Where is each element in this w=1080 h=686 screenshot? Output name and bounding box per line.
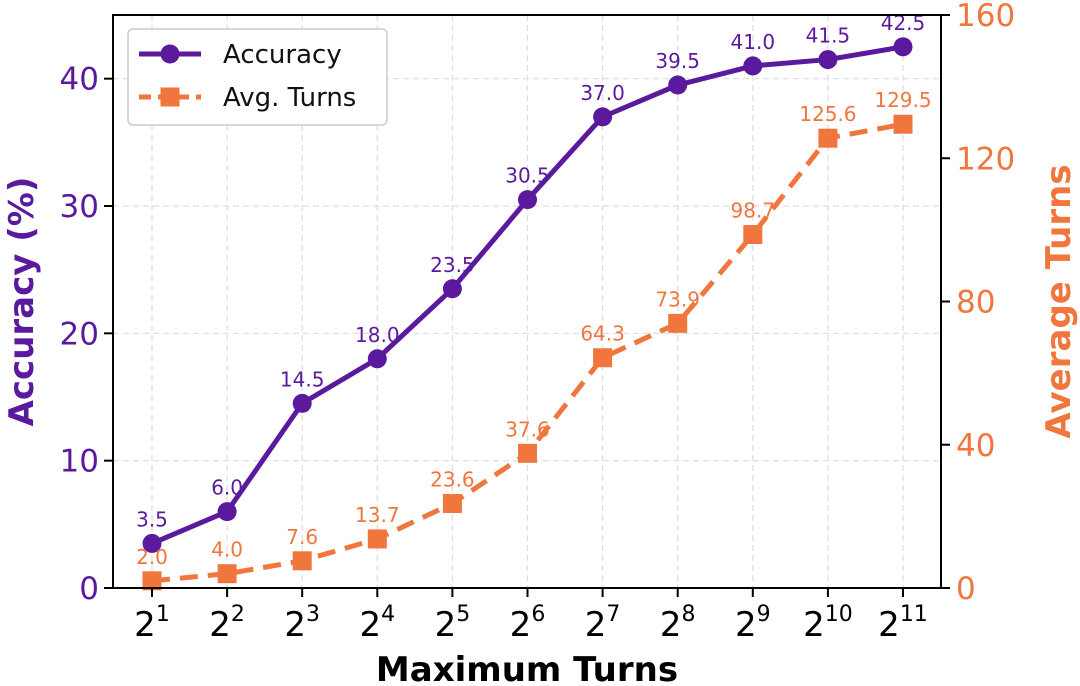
accuracy-data-label: 14.5 — [280, 367, 325, 391]
avg-turns-data-label: 98.7 — [731, 199, 776, 223]
avg-turns-point — [893, 114, 913, 134]
avg-turns-point — [217, 564, 237, 584]
avg-turns-data-label: 23.6 — [430, 467, 475, 491]
avg-turns-point — [292, 551, 312, 571]
accuracy-data-label: 39.5 — [655, 49, 700, 73]
y-left-tick-label: 40 — [60, 62, 99, 98]
x-tick-label: 23 — [284, 602, 320, 645]
y-axis-right-title: Average Turns — [1039, 164, 1079, 438]
accuracy-point — [518, 190, 537, 210]
accuracy-point — [292, 393, 312, 413]
accuracy-data-label: 41.5 — [806, 24, 851, 48]
legend-avg-turns-marker — [160, 87, 180, 107]
y-right-tick-label: 120 — [956, 141, 1015, 177]
legend-avg-turns-label: Avg. Turns — [223, 83, 356, 113]
avg-turns-point — [367, 529, 387, 549]
accuracy-point — [593, 107, 613, 127]
avg-turns-point — [142, 571, 162, 591]
accuracy-point — [818, 50, 838, 70]
x-tick-label: 24 — [359, 602, 395, 645]
avg-turns-data-label: 7.6 — [286, 525, 318, 549]
x-tick-label: 25 — [435, 602, 471, 645]
avg-turns-point — [668, 313, 688, 333]
y-right-tick-label: 160 — [956, 0, 1015, 34]
legend: Accuracy Avg. Turns — [127, 28, 388, 126]
accuracy-point — [442, 279, 462, 299]
y-left-tick-label: 20 — [60, 316, 99, 352]
y-left-tick-label: 30 — [60, 189, 99, 225]
y-left-tick-label: 10 — [60, 444, 99, 480]
x-tick-label: 210 — [803, 602, 853, 645]
accuracy-point — [893, 37, 913, 57]
avg-turns-point — [593, 348, 613, 368]
accuracy-data-label: 30.5 — [505, 164, 550, 188]
x-tick-label: 22 — [209, 602, 245, 645]
avg-turns-data-label: 37.6 — [505, 417, 550, 441]
accuracy-point — [367, 349, 387, 369]
accuracy-data-label: 6.0 — [211, 476, 243, 500]
accuracy-data-label: 37.0 — [580, 81, 625, 105]
accuracy-data-label: 41.0 — [731, 30, 776, 54]
y-right-tick-label: 40 — [956, 428, 995, 464]
x-tick-label: 26 — [510, 602, 546, 645]
data-labels: 3.56.014.518.023.530.537.039.541.0 41.542… — [136, 11, 932, 569]
avg-turns-data-label: 4.0 — [211, 538, 243, 562]
x-axis-title: Maximum Turns — [376, 650, 678, 686]
avg-turns-data-label: 64.3 — [580, 322, 625, 346]
accuracy-data-label: 23.5 — [430, 253, 475, 277]
axis-ticks: 0 10 20 30 40 0 40 80 120 160 21 22 23 24 25 26 27 28 29 21… — [60, 0, 1016, 645]
accuracy-point — [743, 56, 763, 76]
accuracy-point — [668, 75, 688, 95]
accuracy-data-label: 3.5 — [136, 507, 168, 531]
avg-turns-data-label: 73.9 — [655, 287, 700, 311]
y-right-tick-label: 0 — [956, 571, 976, 607]
avg-turns-point — [818, 128, 838, 148]
legend-accuracy-marker — [160, 44, 180, 64]
avg-turns-point — [743, 225, 763, 245]
accuracy-point — [217, 502, 237, 522]
legend-accuracy-label: Accuracy — [223, 40, 342, 70]
avg-turns-data-label: 2.0 — [136, 545, 168, 569]
avg-turns-data-label: 13.7 — [355, 503, 400, 527]
avg-turns-data-label: 125.6 — [799, 102, 856, 126]
avg-turns-point — [442, 493, 462, 513]
x-tick-label: 211 — [878, 602, 928, 645]
x-tick-label: 27 — [585, 602, 621, 645]
y-left-tick-label: 0 — [79, 571, 99, 607]
series-layer — [142, 37, 913, 591]
avg-turns-data-label: 129.5 — [874, 88, 931, 112]
x-tick-label: 21 — [134, 602, 170, 645]
x-tick-label: 29 — [735, 602, 771, 645]
accuracy-data-label: 18.0 — [355, 323, 400, 347]
avg-turns-point — [518, 443, 537, 463]
x-tick-label: 28 — [660, 602, 696, 645]
accuracy-point — [142, 533, 162, 553]
y-right-tick-label: 80 — [956, 285, 995, 321]
y-axis-left-title: Accuracy (%) — [2, 177, 42, 427]
